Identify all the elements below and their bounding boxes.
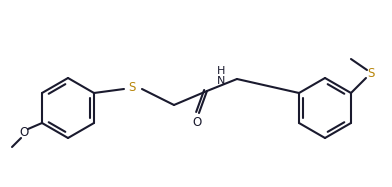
Text: S: S xyxy=(367,67,375,79)
Text: O: O xyxy=(19,126,29,140)
Text: O: O xyxy=(192,116,201,128)
Text: S: S xyxy=(128,80,136,94)
Text: H
N: H N xyxy=(217,66,225,86)
